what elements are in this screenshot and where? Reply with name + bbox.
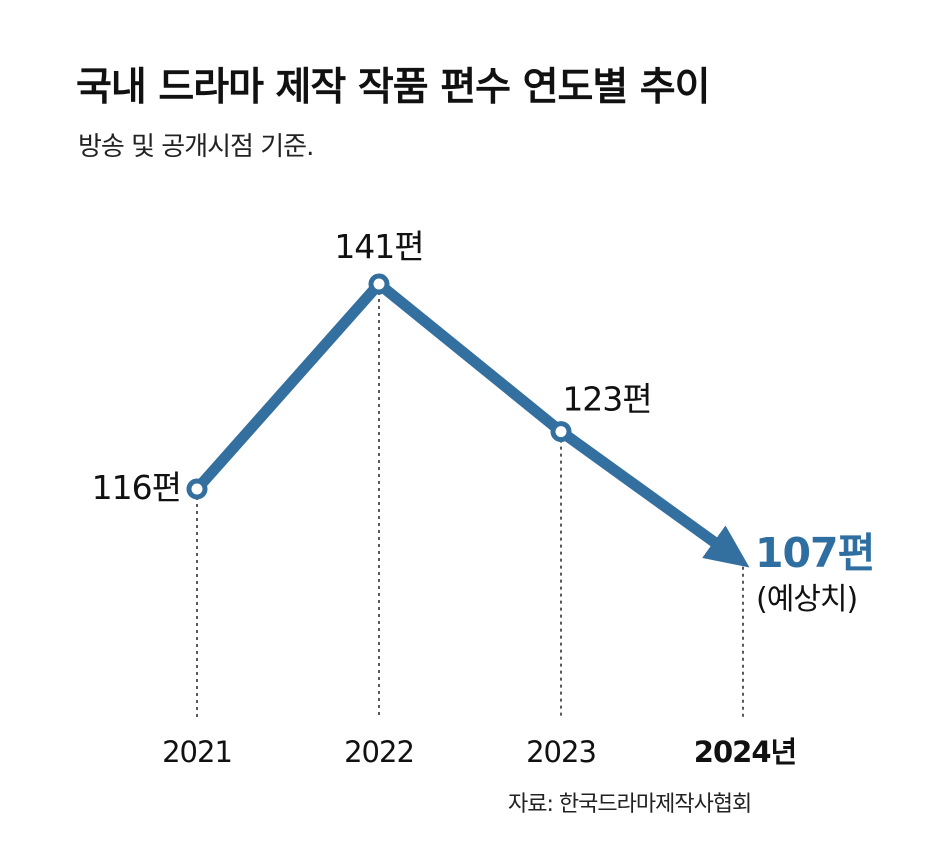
data-label-highlight: 107편 [755, 529, 874, 577]
line-segment [191, 278, 385, 495]
series-line [191, 278, 750, 568]
data-label: 141편 [334, 227, 423, 266]
x-tick-label: 2024년 [694, 735, 796, 769]
data-label: 123편 [562, 380, 651, 419]
line-segment [373, 278, 567, 438]
trend-arrow [557, 427, 750, 568]
data-label: 116편 [92, 468, 181, 507]
chart-subtitle: 방송 및 공개시점 기준. [78, 132, 314, 162]
x-axis-ticks: 2021 2022 2023 2024년 [162, 735, 797, 769]
data-point [550, 421, 572, 443]
data-point [186, 478, 208, 500]
data-point [368, 273, 390, 295]
x-tick-label: 2021 [162, 735, 232, 769]
chart-title: 국내 드라마 제작 작품 편수 연도별 추이 [76, 65, 711, 110]
x-tick-label: 2023 [526, 735, 596, 769]
drop-lines [196, 292, 744, 718]
annotation-label: (예상치) [756, 582, 857, 617]
source-note: 자료: 한국드라마제작사협회 [508, 792, 752, 817]
data-labels: 116편 141편 123편 107편 (예상치) [92, 227, 876, 617]
data-points [186, 273, 572, 500]
x-tick-label: 2022 [344, 735, 414, 769]
